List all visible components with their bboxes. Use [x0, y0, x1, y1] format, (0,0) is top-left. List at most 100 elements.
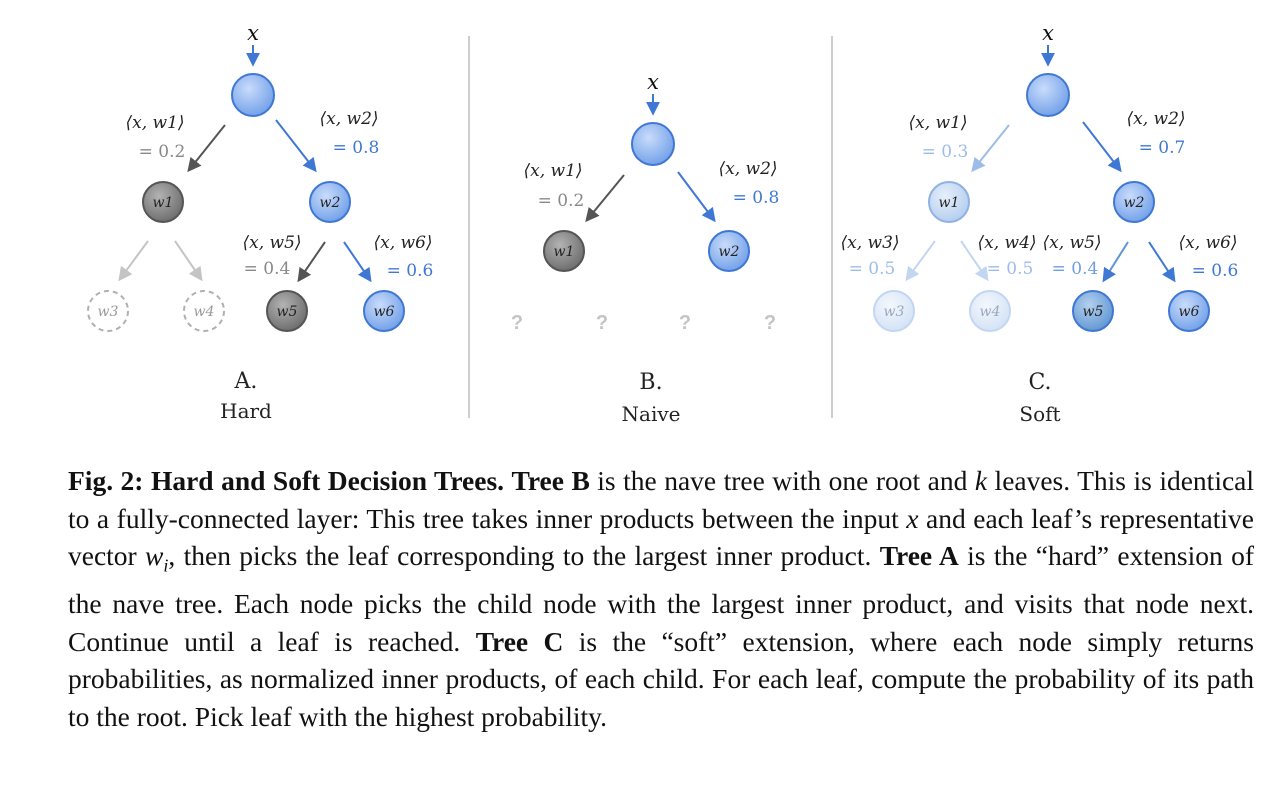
- node-w3-label: w3: [98, 304, 119, 320]
- edge-root-w1: [187, 124, 226, 173]
- edge-root-w1: [585, 174, 625, 223]
- caption-tree-a-label: Tree A: [879, 540, 959, 571]
- edge-root-w2: [275, 119, 317, 173]
- edge-label-w1-inner: ⟨x, w1⟩: [523, 161, 582, 181]
- edge-label-w2-inner: ⟨x, w2⟩: [1126, 109, 1185, 129]
- edge-root-w1: [971, 124, 1010, 173]
- edge-label-w1-value: = 0.2: [538, 191, 585, 211]
- caption-tree-b-label: Tree B: [511, 465, 590, 496]
- edge-w2-w6: [343, 241, 372, 283]
- node-w6-label: w6: [374, 304, 395, 320]
- node-w3: [87, 290, 129, 332]
- input-x-label: x: [247, 21, 259, 45]
- figure: x ⟨x, w1⟩ = 0.2 ⟨x, w2⟩ = 0.8 w1 w2 ⟨x, …: [87, 21, 1238, 426]
- edge-label-w5-inner: ⟨x, w5⟩: [242, 233, 301, 253]
- figure-caption: Fig. 2: Hard and Soft Decision Trees. Tr…: [68, 462, 1254, 735]
- edge-w2-w5: [297, 241, 326, 283]
- caption-k: k: [974, 465, 988, 496]
- caption-fig-label: Fig. 2: Hard and Soft Decision Trees.: [68, 465, 505, 496]
- edge-w2-w6: [1148, 241, 1176, 283]
- node-w1-label: w1: [554, 244, 575, 260]
- edge-root-w2: [1082, 121, 1122, 173]
- node-w4-label: w4: [980, 304, 1001, 320]
- node-w5-label: w5: [277, 304, 298, 320]
- tree-a: x ⟨x, w1⟩ = 0.2 ⟨x, w2⟩ = 0.8 w1 w2 ⟨x, …: [87, 21, 434, 423]
- edge-label-w2-inner: ⟨x, w2⟩: [319, 109, 378, 129]
- node-w6: [1168, 290, 1210, 332]
- caption-x: x: [906, 502, 919, 534]
- caption-text-3: and each leaf’s representative vector: [68, 502, 1254, 572]
- panel-b-name: Naive: [622, 402, 681, 426]
- edge-label-w2-value: = 0.8: [333, 138, 380, 158]
- unknown-leaf-4: ?: [764, 312, 776, 334]
- edge-label-w6-inner: ⟨x, w6⟩: [373, 233, 432, 253]
- node-w4-label: w4: [194, 304, 215, 320]
- caption-text-1: is the nave tree with one root and: [589, 465, 975, 496]
- caption-text-4: , then picks the leaf corresponding to t…: [168, 540, 880, 571]
- edge-label-w6-value: = 0.6: [1192, 261, 1239, 281]
- unknown-leaf-1: ?: [511, 312, 523, 334]
- node-w4: [969, 290, 1011, 332]
- node-w5-label: w5: [1083, 304, 1104, 320]
- edge-label-w2-value: = 0.7: [1139, 138, 1186, 158]
- node-w1: [543, 230, 585, 272]
- edge-label-w4-value: = 0.5: [987, 259, 1034, 279]
- edge-label-w1-inner: ⟨x, w1⟩: [908, 113, 967, 133]
- node-w6-label: w6: [1179, 304, 1200, 320]
- edge-label-w5-inner: ⟨x, w5⟩: [1042, 233, 1101, 253]
- edge-label-w6-value: = 0.6: [387, 261, 434, 281]
- node-w3-label: w3: [884, 304, 905, 320]
- node-w1: [928, 181, 970, 223]
- node-w1: [142, 181, 184, 223]
- node-w1-label: w1: [153, 195, 174, 211]
- root-node: [1026, 73, 1070, 117]
- caption-text-6: is the “soft” extension, where each node…: [68, 625, 1254, 732]
- caption-wi-sub: i: [163, 555, 169, 576]
- panel-a-letter: A.: [234, 369, 258, 394]
- edge-label-w2-inner: ⟨x, w2⟩: [718, 159, 777, 179]
- node-w1-label: w1: [939, 195, 960, 211]
- node-w4: [183, 290, 225, 332]
- node-w2-label: w2: [320, 195, 341, 211]
- edge-label-w6-inner: ⟨x, w6⟩: [1178, 233, 1237, 253]
- node-w5: [1072, 290, 1114, 332]
- panel-b-letter: B.: [639, 370, 662, 395]
- edge-label-w4-inner: ⟨x, w4⟩: [977, 233, 1036, 253]
- node-w5: [266, 290, 308, 332]
- edge-w1-w4: [174, 240, 203, 282]
- edge-label-w5-value: = 0.4: [1052, 259, 1099, 279]
- edge-label-w2-value: = 0.8: [733, 188, 780, 208]
- edge-root-w2: [677, 171, 716, 223]
- tree-b: x ⟨x, w1⟩ = 0.2 ⟨x, w2⟩ = 0.8 w1 w2 ? ? …: [511, 70, 779, 426]
- edge-label-w5-value: = 0.4: [244, 259, 291, 279]
- node-w6: [363, 290, 405, 332]
- node-w2-label: w2: [1124, 195, 1145, 211]
- caption-tree-c-label: Tree C: [475, 625, 564, 657]
- node-w2: [708, 230, 750, 272]
- input-x-label: x: [647, 70, 659, 94]
- panel-a-name: Hard: [220, 399, 272, 423]
- node-w2: [1113, 181, 1155, 223]
- edge-label-w3-inner: ⟨x, w3⟩: [840, 233, 899, 253]
- node-w3: [873, 290, 915, 332]
- edge-label-w1-value: = 0.2: [139, 142, 186, 162]
- input-x-label: x: [1042, 21, 1054, 45]
- caption-wi: w: [145, 540, 164, 571]
- edge-w1-w4: [960, 240, 989, 282]
- root-node: [631, 122, 675, 166]
- unknown-leaf-2: ?: [596, 312, 608, 334]
- edge-w1-w3: [118, 240, 149, 282]
- edge-label-w3-value: = 0.5: [849, 259, 896, 279]
- node-w2-label: w2: [719, 244, 740, 260]
- caption-text-5: is the “hard” extension of the nave tree…: [68, 540, 1254, 657]
- tree-c: x ⟨x, w1⟩ = 0.3 ⟨x, w2⟩ = 0.7 w1 w2 ⟨x, …: [840, 21, 1238, 426]
- panel-c-name: Soft: [1019, 402, 1060, 426]
- edge-w2-w5: [1102, 241, 1129, 283]
- edge-w1-w3: [905, 240, 936, 282]
- root-node: [231, 73, 275, 117]
- edge-label-w1-inner: ⟨x, w1⟩: [125, 113, 184, 133]
- panel-c-letter: C.: [1028, 370, 1051, 395]
- caption-text-2: leaves. This is identical to a fully-con…: [68, 465, 1255, 534]
- edge-label-w1-value: = 0.3: [922, 142, 969, 162]
- unknown-leaf-3: ?: [679, 312, 691, 334]
